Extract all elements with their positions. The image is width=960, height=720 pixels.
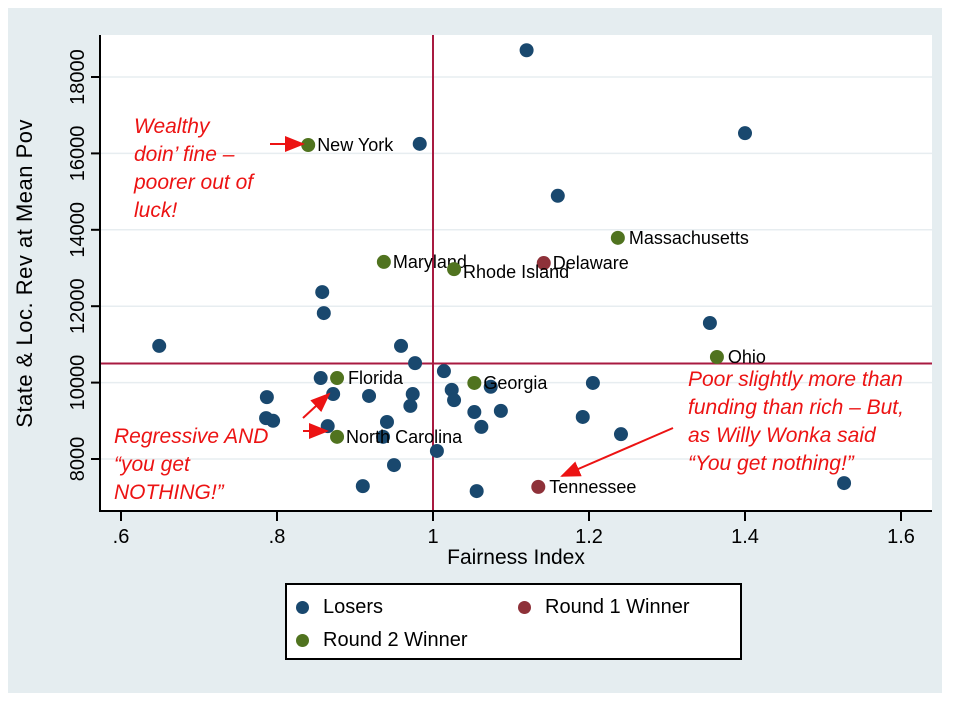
data-point xyxy=(613,427,628,442)
data-point xyxy=(379,414,394,429)
x-tick-label: 1.4 xyxy=(731,526,759,548)
legend-label: Losers xyxy=(323,596,384,618)
data-point xyxy=(266,413,281,428)
y-axis-title: State & Loc. Rev at Mean Pov xyxy=(10,35,40,511)
x-axis-title: Fairness Index xyxy=(447,546,585,569)
data-point xyxy=(152,338,167,353)
y-tick-label: 18000 xyxy=(67,49,89,105)
x-tick-label: 1.6 xyxy=(887,526,915,548)
data-point xyxy=(550,188,565,203)
data-point xyxy=(436,364,451,379)
data-point xyxy=(376,254,391,269)
data-point xyxy=(362,388,377,403)
data-point xyxy=(709,350,724,365)
y-axis-title-text: State & Loc. Rev at Mean Pov xyxy=(12,118,37,428)
data-point xyxy=(575,409,590,424)
state-label: Delaware xyxy=(553,253,629,273)
y-tick-label: 14000 xyxy=(67,202,89,258)
legend-label: Round 2 Winner xyxy=(323,629,468,651)
data-point xyxy=(447,262,462,277)
x-tick-label: .8 xyxy=(269,526,286,548)
annotation-text: Wealthy doin’ fine – poorer out of luck! xyxy=(134,115,254,222)
annotation-arrow xyxy=(302,392,331,419)
annotation-arrow xyxy=(560,427,674,477)
state-label: Massachusetts xyxy=(629,228,749,248)
state-label: Georgia xyxy=(483,373,548,393)
data-point xyxy=(412,136,427,151)
round-1-winner-marker-icon xyxy=(518,601,531,614)
annotation-text: Regressive AND “you get NOTHING!” xyxy=(114,425,269,504)
data-point xyxy=(316,306,331,321)
x-tick-label: 1 xyxy=(427,526,438,548)
state-label: Tennessee xyxy=(549,477,636,497)
x-tick-label: 1.2 xyxy=(575,526,603,548)
data-point xyxy=(531,479,546,494)
data-point xyxy=(394,338,409,353)
state-label: Florida xyxy=(348,368,404,388)
legend-item-losers: Losers xyxy=(296,596,518,619)
data-point xyxy=(429,443,444,458)
data-point xyxy=(483,379,498,394)
data-point xyxy=(330,429,345,444)
data-point xyxy=(469,484,484,499)
data-point xyxy=(536,256,551,271)
state-label: Rhode Island xyxy=(463,262,569,282)
y-tick-label: 10000 xyxy=(67,355,89,411)
state-label: New York xyxy=(317,135,394,155)
plot-area xyxy=(100,35,932,511)
state-label: North Carolina xyxy=(346,427,463,447)
legend-row: Losers Round 1 Winner xyxy=(296,591,740,624)
legend-item-round-2-winner: Round 2 Winner xyxy=(296,629,537,652)
data-point xyxy=(315,285,330,300)
state-label: Ohio xyxy=(728,347,766,367)
data-point xyxy=(493,403,508,418)
losers-marker-icon xyxy=(296,601,309,614)
data-point xyxy=(387,458,401,473)
y-tick-label: 16000 xyxy=(67,126,89,182)
data-point xyxy=(330,371,345,386)
data-point xyxy=(376,429,391,444)
data-point xyxy=(405,387,420,402)
data-point xyxy=(738,126,752,141)
data-point xyxy=(837,476,852,491)
data-point xyxy=(610,230,625,245)
round-2-winner-marker-icon xyxy=(296,634,309,647)
data-point xyxy=(585,375,600,390)
legend-row: Round 2 Winner xyxy=(296,624,740,657)
legend-item-round-1-winner: Round 1 Winner xyxy=(518,596,740,619)
data-point xyxy=(447,393,462,408)
annotation-text: Poor slightly more than funding than rich… xyxy=(688,368,904,475)
x-tick-label: .6 xyxy=(113,526,130,548)
y-tick-label: 8000 xyxy=(67,437,89,482)
legend-label: Round 1 Winner xyxy=(545,596,690,618)
data-point xyxy=(403,398,418,413)
data-point xyxy=(408,356,423,371)
data-point xyxy=(474,419,489,434)
legend: Losers Round 1 Winner Round 2 Winner xyxy=(285,583,742,660)
data-point xyxy=(313,371,328,386)
data-point xyxy=(259,390,274,405)
y-tick-label: 12000 xyxy=(67,278,89,334)
data-point xyxy=(301,137,316,152)
data-point xyxy=(467,405,482,420)
data-point xyxy=(355,479,370,494)
data-point xyxy=(467,375,482,390)
data-point xyxy=(519,43,534,58)
data-point xyxy=(702,316,717,331)
